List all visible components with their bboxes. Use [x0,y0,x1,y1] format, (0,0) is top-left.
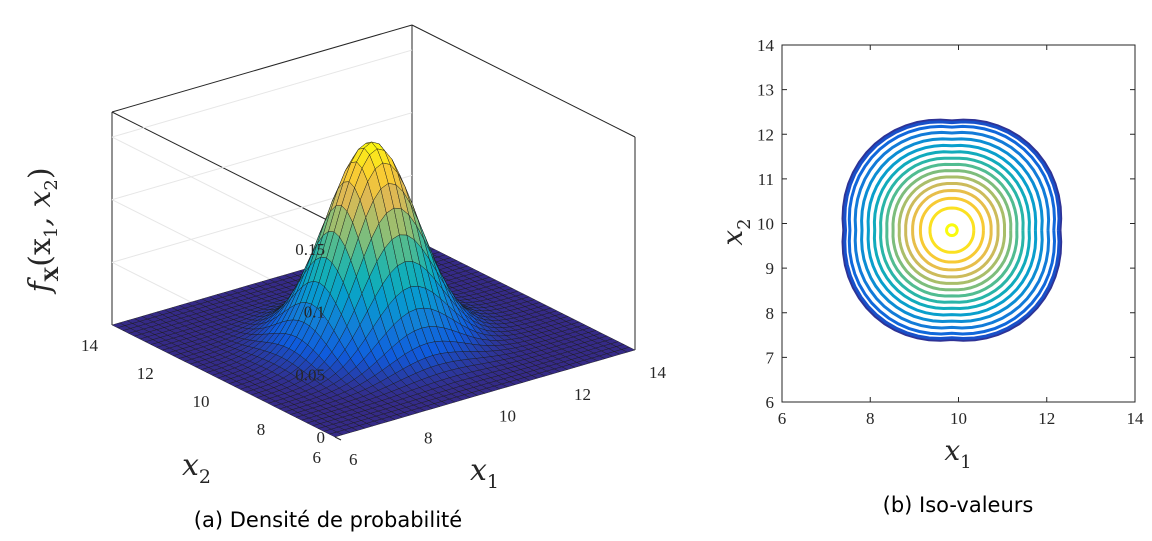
contour-line [841,118,1063,342]
y-tick-label: 10 [757,215,774,234]
contour-line [843,120,1061,341]
y-tick-label: 12 [757,125,774,144]
x-tick-label: 6 [778,409,787,428]
contour-line [904,182,1000,279]
y-tick-label: 10 [193,392,210,411]
y-axis-label-2d: x2 [716,218,755,245]
axes-box-3d [111,24,636,441]
axes-edge [111,24,413,113]
z-tick-label: 0.05 [295,365,325,384]
contour-line [847,124,1057,336]
contour-line [911,188,993,272]
x-tick-label: 10 [499,407,516,426]
axes-edge [111,112,413,201]
y-axis-label-3d: x2 [182,448,211,488]
surface-mesh [111,141,636,438]
contour-line [897,175,1006,285]
contour-line [853,130,1051,330]
y-tick-label: 6 [313,448,322,467]
y-tick-label: 6 [766,393,775,412]
axes-edge [111,49,413,138]
axes-edge [411,24,636,138]
contour-line [866,143,1038,317]
x-tick-label: 10 [950,409,967,428]
y-tick-label: 12 [137,364,154,383]
axis-ticks-2d: 6 8 10 12 14 6 7 8 9 10 11 12 13 14 [757,36,1144,428]
contour-line [945,223,959,237]
z-tick-label: 0 [317,428,326,447]
x-tick-label: 14 [1127,409,1145,428]
x-axis-label-3d: x1 [470,453,499,493]
x-tick-label: 14 [649,363,667,382]
x-tick-label: 12 [1038,409,1055,428]
x-tick-label: 8 [866,409,875,428]
z-tick-label: 0.15 [295,240,325,259]
z-axis-label: fX(x1, x2) [23,167,63,294]
contour-line [918,196,985,264]
axes-edge [111,136,336,250]
caption-a: (a) Densité de probabilité [194,508,462,532]
y-tick-label: 14 [81,336,99,355]
y-tick-label: 11 [758,170,774,189]
x-axis-label-2d: x1 [944,434,971,473]
y-tick-label: 9 [766,259,775,278]
contour-line [879,156,1025,304]
surface-face [621,346,636,353]
contour-plot-panel: 6 8 10 12 14 6 7 8 9 10 11 12 13 14 x1 x2 (b) Iso-val… [716,36,1144,517]
caption-b: (b) Iso-valeurs [883,493,1034,517]
contour-line [872,150,1031,311]
contour-line [885,162,1019,298]
contour-line [860,137,1044,324]
y-tick-label: 8 [257,420,266,439]
z-tick-label: 0.1 [304,303,325,322]
contour-line [891,169,1013,292]
y-tick-label: 7 [766,348,775,367]
contour-axes-box [781,44,1136,403]
y-tick-label: 14 [757,36,775,55]
x-tick-label: 6 [349,450,358,469]
x-tick-label: 8 [424,428,433,447]
y-tick-label: 13 [757,81,774,100]
contour-lines [841,118,1063,342]
x-tick-label: 12 [574,385,591,404]
axes-edge [334,436,342,441]
y-tick-label: 8 [766,304,775,323]
axes-edge [111,111,336,225]
axis-ticks-3d: 0 0.05 0.1 0.15 6 8 10 12 14 6 8 10 12 14 [81,240,667,469]
contour-line [928,206,976,254]
